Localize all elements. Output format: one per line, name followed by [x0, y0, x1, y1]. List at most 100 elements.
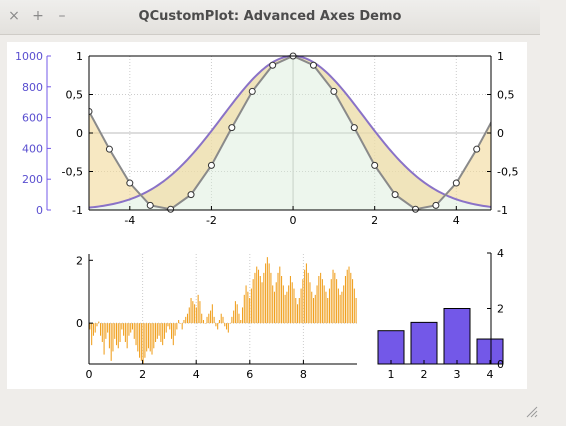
bar [236, 304, 238, 324]
bar [305, 263, 307, 324]
bar [108, 323, 110, 349]
x-tick-label: -4 [124, 214, 135, 227]
y-left-tick-label: 1000 [15, 50, 43, 63]
bar [170, 323, 173, 339]
bar [247, 291, 249, 324]
maximize-icon[interactable]: + [32, 8, 44, 24]
bar [210, 310, 212, 324]
bar [119, 323, 121, 342]
y-tick-label: 2 [497, 303, 504, 316]
bar [100, 323, 102, 336]
resize-grip-icon[interactable] [524, 404, 538, 418]
plot-canvas[interactable]: -4 -2 0 2 410,50-0,5-110,50-0,5-110008006004… [7, 42, 527, 389]
bar [293, 288, 295, 324]
bar [158, 323, 160, 336]
bar [259, 276, 261, 324]
y-tick-label: 2 [76, 254, 83, 267]
bar [327, 298, 329, 324]
bar [348, 266, 350, 324]
bar [185, 316, 187, 324]
bar [160, 323, 162, 342]
minimize-icon[interactable]: – [58, 8, 66, 24]
bar [336, 279, 338, 324]
bar [128, 323, 130, 336]
bar [96, 323, 98, 327]
cos-point [228, 124, 236, 132]
bar [334, 272, 336, 324]
bar [139, 323, 141, 358]
bar [309, 282, 311, 324]
bar [252, 279, 254, 324]
bar [323, 285, 325, 324]
bar [110, 323, 112, 361]
bar [186, 313, 189, 324]
close-icon[interactable]: × [8, 8, 20, 24]
bar [126, 323, 128, 349]
bar [302, 279, 304, 324]
bar [318, 276, 320, 324]
cos-point [391, 191, 399, 199]
bar [297, 304, 299, 324]
bar [227, 323, 229, 333]
y-right-tick-label: 1 [497, 50, 504, 63]
bar [332, 269, 334, 324]
bar [289, 276, 291, 324]
bar [284, 294, 286, 324]
bar [245, 285, 247, 324]
bar [201, 313, 203, 324]
bar [94, 323, 96, 333]
x-tick-label: 0 [86, 368, 93, 381]
bar [249, 298, 251, 324]
x-tick-label: 4 [487, 368, 494, 381]
x-tick-label: 4 [453, 214, 460, 227]
bar [339, 294, 341, 324]
bar [265, 263, 267, 324]
bar [320, 272, 322, 324]
bar [321, 279, 323, 324]
bar [172, 323, 174, 346]
bar [92, 323, 94, 336]
bar [257, 269, 260, 324]
bar [153, 323, 155, 349]
bar [341, 291, 343, 324]
bar [218, 320, 220, 324]
bar [346, 269, 348, 324]
bar [115, 323, 118, 346]
bar [211, 304, 213, 324]
bar [215, 323, 217, 327]
bar [316, 285, 318, 324]
bar [350, 272, 352, 324]
cos-point [89, 107, 93, 115]
bar [131, 323, 134, 330]
bar [344, 276, 346, 324]
y-right-tick-label: -0,5 [497, 166, 518, 179]
y-tick-label: 0 [497, 358, 504, 371]
bar [288, 285, 290, 324]
bar [298, 298, 300, 324]
bar [165, 323, 167, 333]
bar [176, 323, 178, 330]
bar [229, 323, 231, 324]
y-left-tick-label: 800 [22, 81, 43, 94]
bar [270, 272, 272, 324]
x-tick-label: 8 [300, 368, 307, 381]
y-tick-label: 0 [76, 317, 83, 330]
bar [146, 323, 148, 352]
bar [199, 301, 201, 324]
y-inner-tick-label: -0,5 [62, 166, 83, 179]
cos-point [187, 191, 195, 199]
bar [277, 272, 279, 324]
bar [224, 323, 226, 327]
cos-point [371, 161, 379, 169]
plot-area[interactable]: -4 -2 0 2 4 1 0,5 0 -0,5 -1 1 0,5 0 -0,5 -1 1000 800 600 4… [7, 42, 527, 389]
bar [256, 266, 258, 324]
y-inner-tick-label: -1 [72, 204, 83, 217]
cos-point [432, 201, 440, 209]
bar [282, 285, 284, 324]
bar [163, 323, 165, 339]
bar [352, 279, 354, 324]
window-title: QCustomPlot: Advanced Axes Demo [138, 9, 402, 24]
bar [121, 323, 123, 330]
bar [243, 294, 245, 324]
bar [353, 288, 355, 324]
